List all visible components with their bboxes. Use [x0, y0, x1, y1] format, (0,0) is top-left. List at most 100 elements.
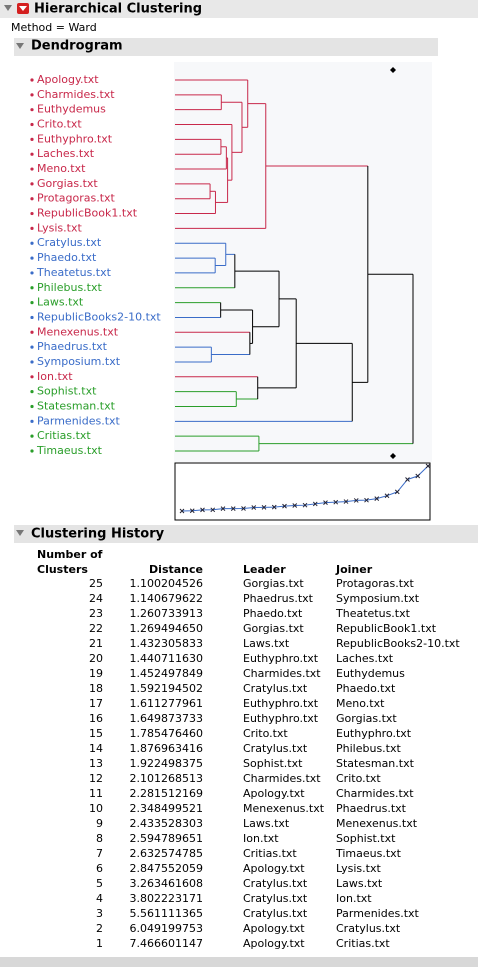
scree-point — [210, 507, 216, 513]
disclosure[interactable] — [16, 43, 24, 49]
table-cell: 12 — [89, 772, 103, 785]
leaf-label: Cratylus.txt — [37, 236, 102, 249]
section-title: Clustering History — [31, 527, 165, 542]
leaf-label: Laches.txt — [37, 147, 95, 160]
table-cell: Cratylus.txt — [243, 877, 308, 890]
table-cell: 2.348499521 — [130, 802, 203, 815]
table-cell: Symposium.txt — [336, 592, 420, 605]
leaf-dot — [30, 404, 34, 409]
scree-point — [241, 506, 246, 511]
handle[interactable] — [390, 67, 396, 73]
leaf-dot — [30, 108, 34, 112]
leaf-label: Symposium.txt — [37, 355, 121, 368]
table-cell: 14 — [89, 742, 103, 755]
table-cell: Statesman.txt — [336, 757, 415, 770]
table-cell: Phaedo.txt — [243, 607, 303, 620]
table-cell: 1 — [96, 937, 103, 950]
leaf-label: Crito.txt — [37, 118, 82, 131]
section-title: Dendrogram — [31, 39, 123, 54]
table-cell: Apology.txt — [243, 862, 305, 875]
table-cell: Charmides.txt — [336, 787, 414, 800]
table-cell: 1.260733913 — [130, 607, 203, 620]
table-cell: Lysis.txt — [336, 862, 381, 875]
leaf-dot — [30, 375, 34, 379]
table-cell: RepublicBook1.txt — [336, 622, 437, 635]
disclosure[interactable] — [16, 530, 24, 536]
disclosure[interactable] — [4, 5, 12, 11]
leaf-label: Critias.txt — [37, 429, 91, 442]
table-cell: Parmenides.txt — [336, 907, 420, 920]
scree-point — [353, 498, 359, 503]
title-bar — [0, 0, 478, 18]
table-cell: 1.432305833 — [130, 637, 203, 650]
table-cell: 17 — [89, 697, 103, 710]
leaf-label: Timaeus.txt — [36, 444, 103, 457]
table-cell: Apology.txt — [243, 787, 305, 800]
table-cell: 15 — [89, 727, 103, 740]
table-cell: Cratylus.txt — [243, 892, 308, 905]
leaf-dot — [30, 271, 34, 275]
table-cell: Critias.txt — [336, 937, 390, 950]
scree-point — [230, 506, 236, 511]
table-cell: Charmides.txt — [243, 667, 321, 680]
table-cell: Protagoras.txt — [336, 577, 415, 590]
leaf-label: Laws.txt — [37, 296, 84, 309]
scree-point — [405, 477, 410, 482]
table-cell: 1.785476460 — [130, 727, 203, 740]
menu-arrow — [19, 6, 27, 11]
leaf-dot — [30, 301, 34, 305]
handle[interactable] — [390, 453, 396, 459]
table-cell: Crito.txt — [243, 727, 288, 740]
leaf-dot — [30, 434, 34, 438]
table-cell: 3.802223171 — [130, 892, 203, 905]
leaf-label: Meno.txt — [37, 162, 86, 175]
leaf-dot — [30, 419, 34, 423]
table-cell: 11 — [89, 787, 103, 800]
table-cell: 2.281512169 — [130, 787, 203, 800]
leaf-dot — [30, 330, 34, 334]
table-cell: 24 — [89, 592, 103, 605]
table-cell: 22 — [89, 622, 103, 635]
method: Method = Ward — [11, 21, 97, 34]
scree-point — [343, 499, 349, 504]
table-cell: 3.263461608 — [130, 877, 203, 890]
leaf-dot — [30, 345, 34, 349]
column-header: Joiner — [335, 563, 373, 576]
table-cell: 1.611277961 — [130, 697, 203, 710]
scree-point — [292, 503, 298, 508]
table-cell: Euthyphro.txt — [243, 652, 319, 665]
leaf-label: Phaedo.txt — [37, 251, 97, 264]
table-cell: Timaeus.txt — [335, 847, 402, 860]
section-bar — [14, 38, 438, 56]
table-cell: Euthyphro.txt — [336, 727, 412, 740]
leaf-label: RepublicBook1.txt — [37, 207, 138, 220]
leaf-dot — [30, 167, 34, 171]
scree-point — [364, 497, 369, 503]
leaf-label: Phaedrus.txt — [37, 340, 108, 353]
table-cell: Laws.txt — [243, 637, 290, 650]
leaf-dot — [30, 390, 34, 394]
leaf-label: Euthyphro.txt — [37, 132, 113, 145]
table-cell: Gorgias.txt — [336, 712, 397, 725]
table-cell: Ion.txt — [243, 832, 279, 845]
leaf-label: Euthydemus — [37, 103, 106, 116]
table-cell: Apology.txt — [243, 922, 305, 935]
table-cell: Crito.txt — [336, 772, 381, 785]
table-cell: 7.466601147 — [130, 937, 203, 950]
leaf-dot — [30, 182, 34, 186]
table-cell: 4 — [96, 892, 103, 905]
table-cell: 18 — [89, 682, 103, 695]
scree-point — [384, 493, 390, 499]
column-header: Distance — [149, 563, 203, 576]
leaf-label: Sophist.txt — [37, 385, 97, 398]
table-cell: 1.440711630 — [130, 652, 203, 665]
scree-point — [425, 463, 431, 469]
scree-point — [415, 473, 421, 479]
scree-point — [261, 505, 267, 510]
table-cell: Ion.txt — [336, 892, 372, 905]
leaf-dot — [30, 211, 34, 216]
leaf-dot — [30, 286, 34, 290]
table-cell: Menexenus.txt — [336, 817, 418, 830]
table-cell: Charmides.txt — [243, 772, 321, 785]
